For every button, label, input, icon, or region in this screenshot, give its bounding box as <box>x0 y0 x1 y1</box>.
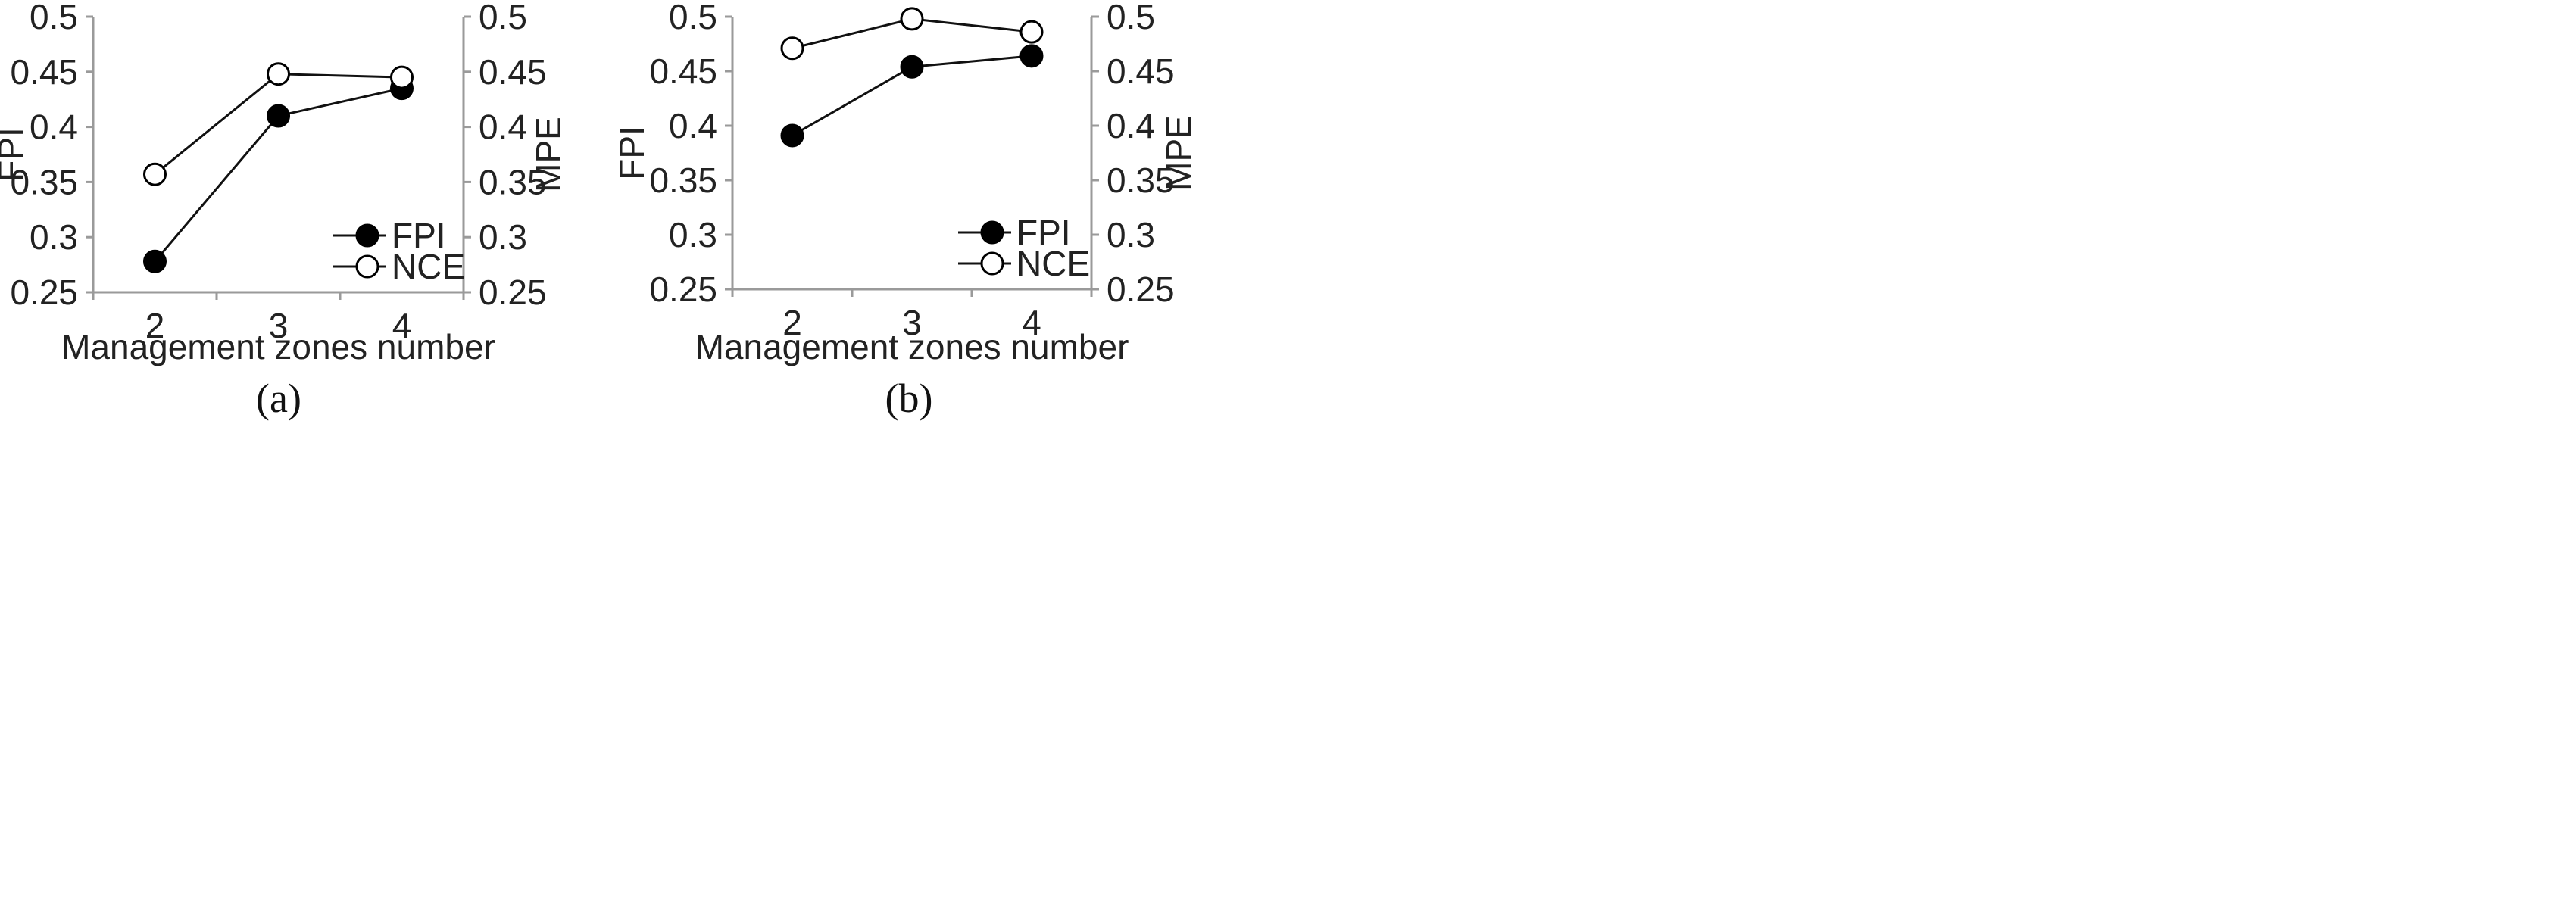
panel-label: (b) <box>885 376 933 421</box>
legend-label-nce: NCE <box>1016 244 1090 283</box>
y-tick-label: 0.35 <box>10 162 78 201</box>
data-point-nce <box>1019 20 1044 44</box>
data-point-fpi <box>267 104 290 128</box>
data-point-fpi <box>143 249 167 273</box>
y2-tick-label: 0.5 <box>479 0 527 36</box>
y2-tick-label: 0.4 <box>479 108 527 147</box>
legend-label-fpi: FPI <box>1016 213 1071 252</box>
y2-tick-label: 0.45 <box>1107 51 1175 91</box>
y-tick-label: 0.5 <box>30 0 78 36</box>
y-tick-label: 0.45 <box>649 51 717 91</box>
y2-tick-label: 0.3 <box>479 217 527 257</box>
x-axis-title: Management zones number <box>695 327 1129 366</box>
y-tick-label: 0.4 <box>30 108 78 147</box>
y2-tick-label: 0.5 <box>1107 0 1155 36</box>
chart-panel-a: 0.25 0.3 0.35 0.4 0.45 0.5 0.25 0.3 0.35 0.4 0.45 0… <box>0 0 568 421</box>
y-tick-label: 0.5 <box>669 0 717 36</box>
x-tick-label: 3 <box>902 303 922 342</box>
data-point-fpi <box>900 55 924 79</box>
y2-tick-label: 0.45 <box>479 52 547 92</box>
y2-tick-label: 0.3 <box>1107 215 1155 254</box>
x-axis-title: Management zones number <box>61 327 495 366</box>
chart-panel-b: 0.25 0.3 0.35 0.4 0.45 0.5 0.25 0.3 0.35 0.4 0.45 0… <box>612 0 1198 421</box>
x-tick-label: 3 <box>269 306 289 345</box>
data-point-nce <box>390 65 414 89</box>
legend-label-nce: NCE <box>392 247 465 286</box>
y-tick-label: 0.25 <box>10 273 78 312</box>
legend-marker-fpi <box>980 220 1004 245</box>
y2-axis-title: MPE <box>1159 115 1198 191</box>
legend-marker-fpi <box>355 223 379 248</box>
data-point-fpi <box>780 123 804 148</box>
data-point-nce <box>780 36 804 61</box>
y2-tick-label: 0.25 <box>479 273 547 312</box>
panel-label: (a) <box>256 376 301 421</box>
x-tick-label: 4 <box>1022 303 1041 342</box>
y2-tick-label: 0.35 <box>1107 161 1175 200</box>
data-point-fpi <box>1019 44 1044 68</box>
legend-marker-nce <box>355 254 379 279</box>
legend-marker-nce <box>980 251 1004 276</box>
data-point-nce <box>143 162 167 186</box>
y-tick-label: 0.4 <box>669 106 717 145</box>
y2-tick-label: 0.35 <box>479 162 547 201</box>
y-tick-label: 0.45 <box>10 52 78 92</box>
y-axis-title: FPI <box>612 126 651 180</box>
data-point-nce <box>900 7 924 31</box>
y-tick-label: 0.35 <box>649 161 717 200</box>
data-point-nce <box>267 62 290 86</box>
x-tick-label: 2 <box>782 303 802 342</box>
y-tick-label: 0.25 <box>649 270 717 309</box>
y2-tick-label: 0.4 <box>1107 106 1155 145</box>
x-tick-label: 4 <box>392 306 412 345</box>
legend-label-fpi: FPI <box>392 216 446 255</box>
y2-tick-label: 0.25 <box>1107 270 1175 309</box>
y2-axis-title: MPE <box>529 117 568 192</box>
x-tick-label: 2 <box>145 306 165 345</box>
y-tick-label: 0.3 <box>30 217 78 257</box>
y-tick-label: 0.3 <box>669 215 717 254</box>
y-axis-title: FPI <box>0 127 30 182</box>
